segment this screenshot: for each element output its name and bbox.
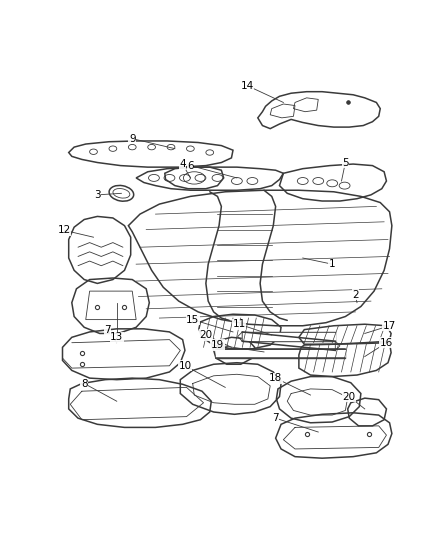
Text: 14: 14 xyxy=(240,80,254,91)
Text: 17: 17 xyxy=(383,321,396,331)
Text: 15: 15 xyxy=(186,314,199,325)
Text: 12: 12 xyxy=(57,225,71,235)
Text: 11: 11 xyxy=(233,319,246,329)
Text: 4: 4 xyxy=(179,159,186,169)
Text: 16: 16 xyxy=(380,338,393,348)
Text: 3: 3 xyxy=(94,190,101,200)
Text: 6: 6 xyxy=(187,160,194,171)
Text: 20: 20 xyxy=(199,330,212,340)
Text: 8: 8 xyxy=(81,378,88,389)
Text: 18: 18 xyxy=(269,373,282,383)
Text: 7: 7 xyxy=(104,325,111,335)
Text: 7: 7 xyxy=(272,413,279,423)
Text: 9: 9 xyxy=(129,134,136,144)
Text: 2: 2 xyxy=(352,290,359,300)
Text: 13: 13 xyxy=(110,332,124,342)
Text: 19: 19 xyxy=(211,340,224,350)
Text: 20: 20 xyxy=(343,392,356,401)
Text: 5: 5 xyxy=(342,158,349,167)
Text: 10: 10 xyxy=(178,361,191,371)
Text: 1: 1 xyxy=(329,259,336,269)
